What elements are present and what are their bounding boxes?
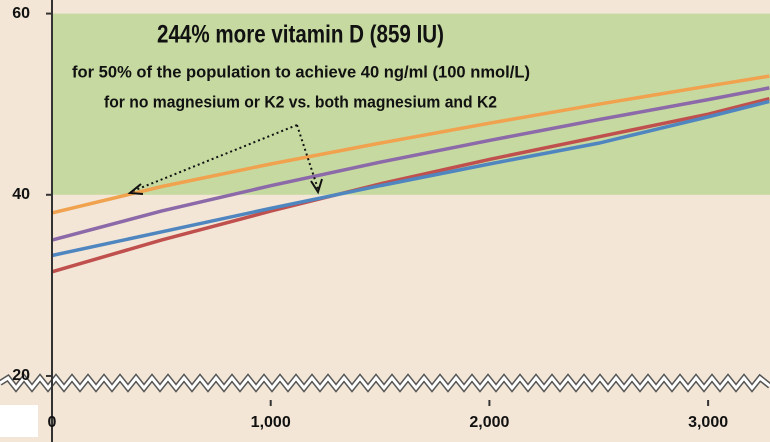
annotation-title: 244% more vitamin D (859 IU)	[157, 21, 444, 49]
x-tick-label: 0	[48, 414, 57, 431]
annotation-arrows	[127, 124, 323, 195]
x-tick-label: 1,000	[251, 414, 291, 431]
line	[51, 99, 770, 258]
y-tick-label: 40	[12, 186, 30, 203]
plot-area	[51, 13, 770, 274]
annotation: for no magnesium or K2 vs. both magnesiu…	[104, 92, 497, 111]
line	[51, 97, 770, 274]
cover-box	[0, 405, 38, 437]
line	[51, 86, 770, 242]
y-tick-label: 20	[12, 367, 30, 384]
line	[51, 74, 770, 215]
target-band	[52, 13, 770, 195]
arrow	[296, 124, 319, 190]
x-tick-label: 3,000	[688, 414, 728, 431]
annotation: for 50% of the population to achieve 40 …	[72, 62, 530, 81]
arrow-head	[310, 178, 323, 195]
y-tick-label: 60	[12, 5, 30, 22]
arrow-head	[127, 183, 144, 195]
x-tick-label: 2,000	[469, 414, 509, 431]
axis-break	[0, 375, 770, 391]
